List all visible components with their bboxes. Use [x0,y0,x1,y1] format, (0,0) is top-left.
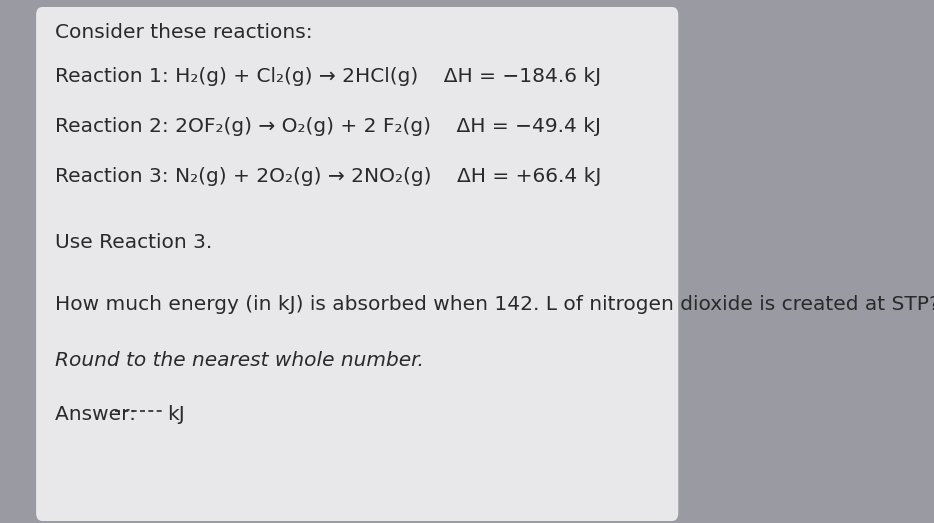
Text: Answer:: Answer: [55,405,143,424]
Text: Round to the nearest whole number.: Round to the nearest whole number. [55,351,424,370]
FancyBboxPatch shape [36,7,678,521]
Text: How much energy (in kJ) is absorbed when 142. L of nitrogen dioxide is created a: How much energy (in kJ) is absorbed when… [55,295,934,314]
Text: kJ: kJ [166,405,184,424]
Text: Reaction 3: N₂(g) + 2O₂(g) → 2NO₂(g)    ΔH = +66.4 kJ: Reaction 3: N₂(g) + 2O₂(g) → 2NO₂(g) ΔH … [55,167,601,186]
Text: Reaction 1: H₂(g) + Cl₂(g) → 2HCl(g)    ΔH = −184.6 kJ: Reaction 1: H₂(g) + Cl₂(g) → 2HCl(g) ΔH … [55,67,601,86]
Text: Use Reaction 3.: Use Reaction 3. [55,233,213,252]
Text: Reaction 2: 2OF₂(g) → O₂(g) + 2 F₂(g)    ΔH = −49.4 kJ: Reaction 2: 2OF₂(g) → O₂(g) + 2 F₂(g) ΔH… [55,117,601,136]
Text: Consider these reactions:: Consider these reactions: [55,23,313,42]
